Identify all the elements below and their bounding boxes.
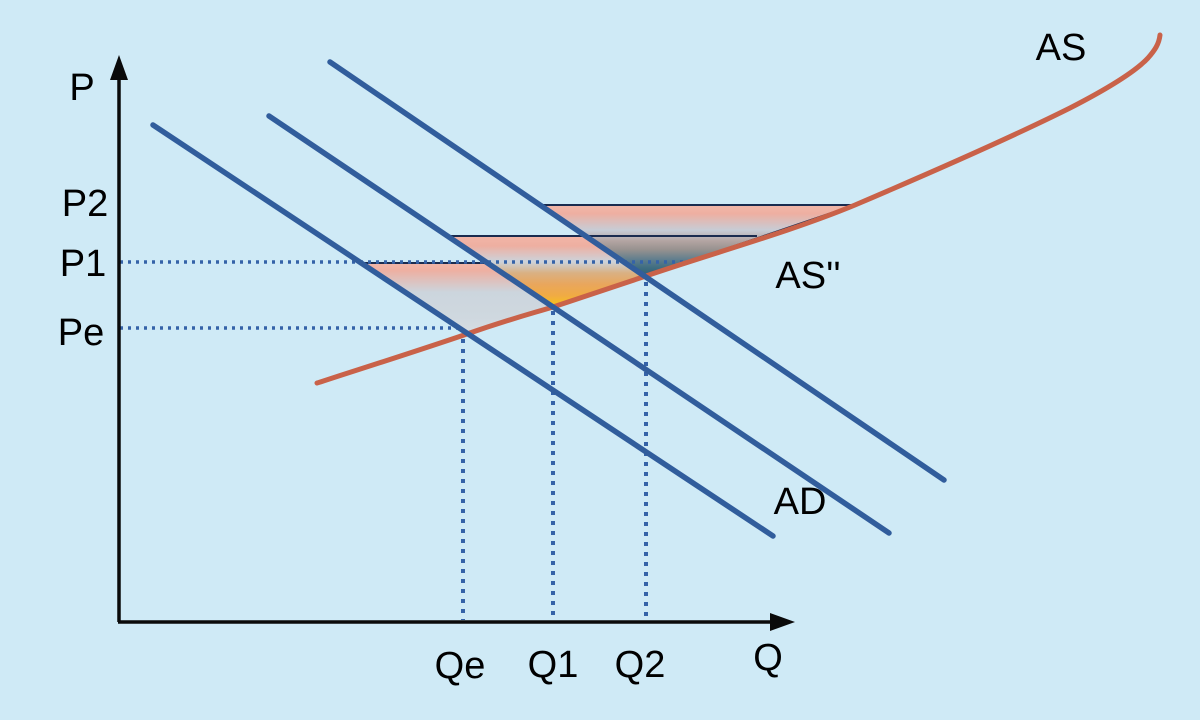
x-axis-label: Q	[753, 637, 783, 679]
y-axis-label: P	[69, 67, 94, 109]
as-curve-label: AS	[1036, 27, 1087, 69]
p2-tick-label: P2	[62, 183, 108, 225]
ad-line-2	[266, 113, 892, 536]
q1-tick-label: Q1	[528, 644, 579, 686]
p1-tick-label: P1	[60, 243, 106, 285]
pe-tick-label: Pe	[58, 312, 104, 354]
ad-line-3	[327, 59, 947, 483]
y-axis-arrowhead	[110, 55, 128, 80]
x-axis-arrowhead	[770, 613, 795, 631]
q2-tick-label: Q2	[615, 644, 666, 686]
ad-curve-label: AD	[774, 481, 827, 523]
as-double-prime-label: AS''	[775, 255, 840, 297]
ad-line-1	[150, 122, 776, 539]
qe-tick-label: Qe	[435, 645, 486, 687]
